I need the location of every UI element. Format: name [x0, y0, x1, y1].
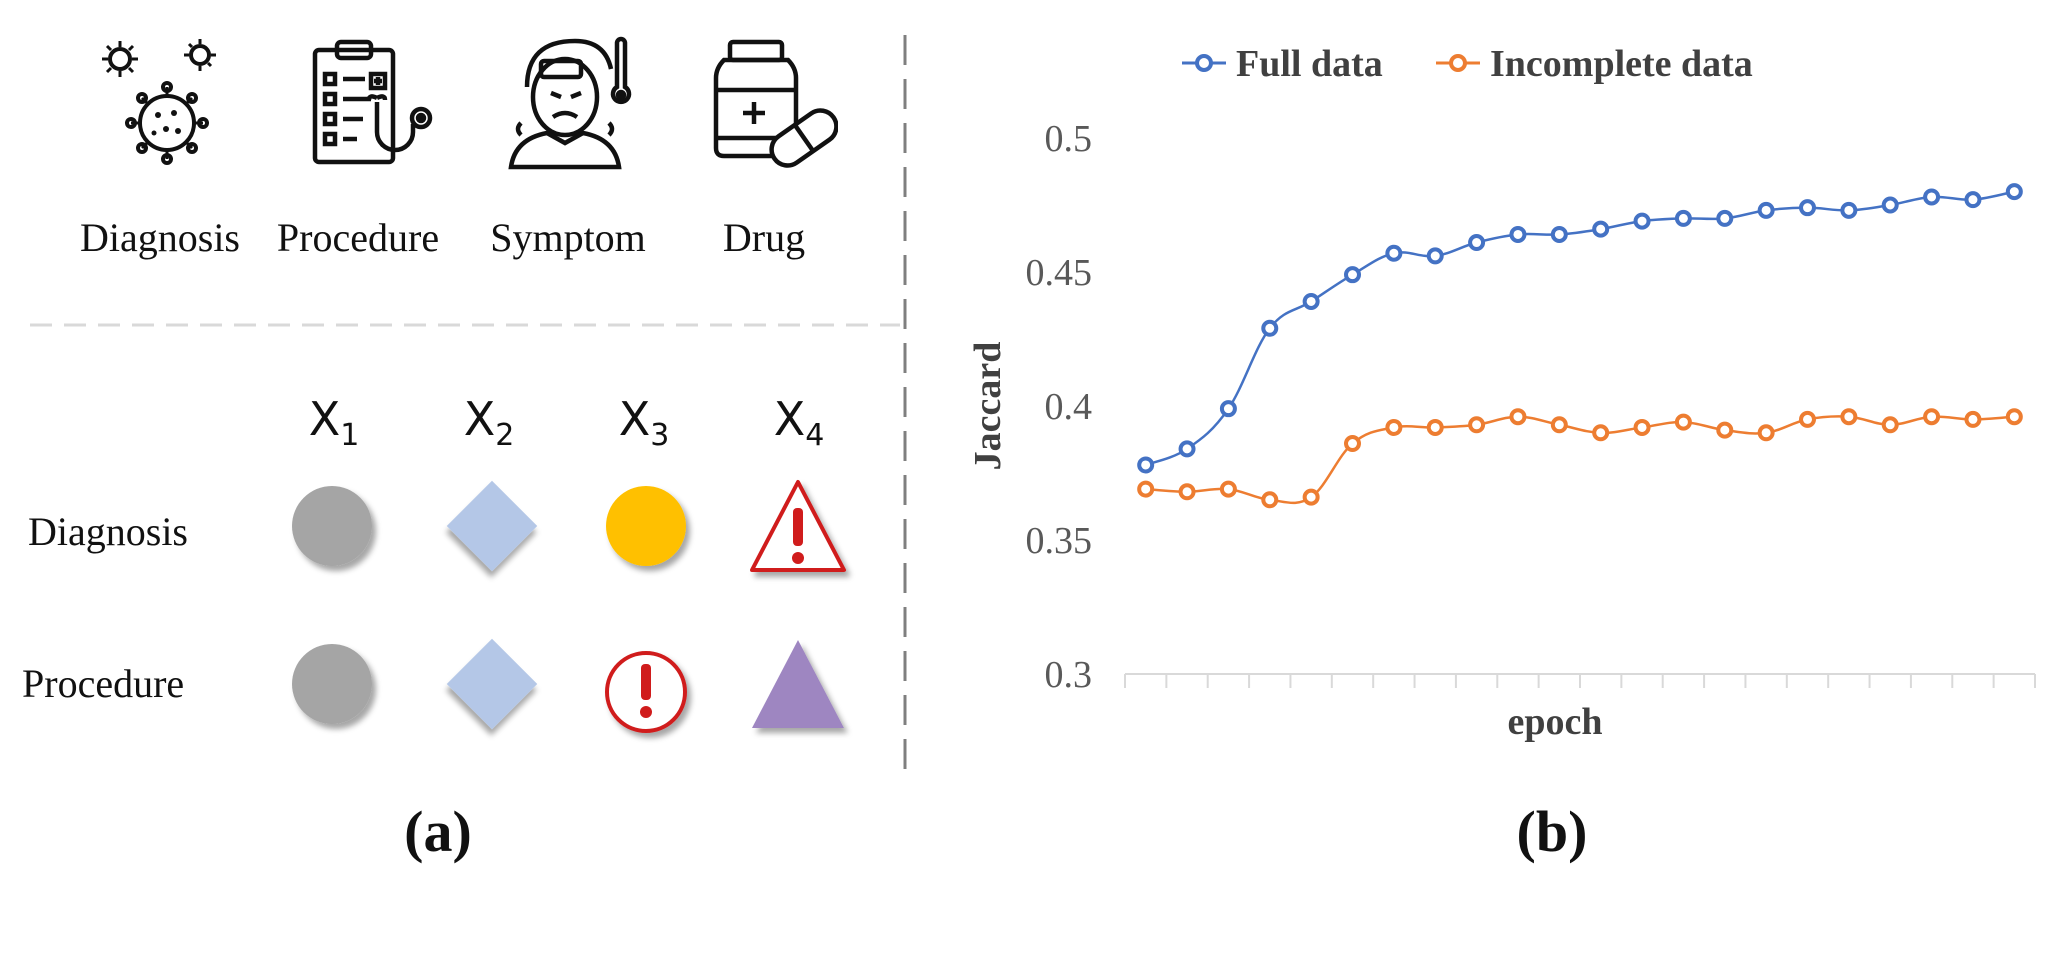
- y-tick-label: 0.5: [1045, 118, 1093, 160]
- clipboard-stethoscope-icon: [312, 39, 433, 165]
- sick-person-thermometer-icon: [508, 36, 632, 170]
- data-point: [1137, 480, 1155, 498]
- data-point: [1468, 416, 1486, 434]
- data-point: [2005, 183, 2023, 201]
- gray-circle: [292, 486, 372, 566]
- series-line: [1145, 190, 2015, 467]
- data-point: [1923, 408, 1941, 426]
- data-point: [1757, 201, 1775, 219]
- series-full-data: [1137, 183, 2023, 474]
- purple-triangle: [752, 640, 844, 728]
- data-point: [1592, 424, 1610, 442]
- y-tick-label: 0.35: [1026, 520, 1093, 562]
- legend-item: Incomplete data: [1436, 43, 1753, 85]
- data-point: [1468, 234, 1486, 252]
- data-point: [1137, 456, 1155, 474]
- data-point: [1178, 440, 1196, 458]
- y-tick-label: 0.4: [1045, 386, 1093, 428]
- chart-legend: Full data Incomplete data: [1182, 43, 1753, 85]
- category-label-symptom: Symptom: [490, 215, 646, 260]
- column-label-x2: X2: [463, 392, 515, 454]
- column-label-x3: X3: [618, 392, 670, 454]
- series-incomplete-data: [1137, 408, 2023, 509]
- data-point: [1261, 319, 1279, 337]
- yellow-circle: [606, 486, 686, 566]
- shape-grid: [292, 480, 846, 733]
- y-tick-label: 0.45: [1026, 252, 1093, 294]
- data-point: [1633, 212, 1651, 230]
- y-axis-title: Jaccard: [967, 342, 1009, 471]
- data-point: [1799, 199, 1816, 217]
- data-point: [1840, 201, 1858, 219]
- y-axis: 0.3 0.35 0.4 0.45 0.5 Jaccard: [967, 118, 1092, 696]
- series-line: [1145, 415, 2015, 505]
- data-point: [1426, 418, 1444, 436]
- data-point: [1881, 196, 1899, 214]
- data-point: [1550, 225, 1568, 243]
- data-point: [1261, 491, 1279, 509]
- warning-triangle-icon: [750, 480, 846, 572]
- data-point: [2005, 408, 2023, 426]
- gray-circle: [292, 644, 372, 724]
- data-point: [1840, 408, 1858, 426]
- legend-item: Full data: [1182, 43, 1383, 85]
- data-point: [1509, 408, 1527, 426]
- category-label-drug: Drug: [722, 215, 806, 260]
- data-point: [1964, 410, 1982, 428]
- legend-label: Incomplete data: [1490, 43, 1753, 85]
- chart-series: [1137, 183, 2023, 509]
- data-point: [1674, 209, 1692, 227]
- data-point: [1964, 191, 1982, 209]
- category-label-diagnosis: Diagnosis: [80, 215, 240, 260]
- data-point: [1385, 244, 1403, 262]
- data-point: [1633, 418, 1651, 436]
- data-point: [1716, 209, 1734, 227]
- legend-label: Full data: [1236, 43, 1383, 85]
- data-point: [1757, 424, 1775, 442]
- data-point: [1426, 247, 1444, 265]
- data-point: [1302, 292, 1320, 310]
- data-point: [1385, 418, 1403, 436]
- x-axis-title: epoch: [1508, 701, 1603, 743]
- exclamation-circle-icon: [605, 651, 687, 733]
- row-label-diagnosis: Diagnosis: [28, 509, 188, 554]
- vertical-divider: [903, 35, 907, 775]
- data-point: [1923, 188, 1941, 206]
- data-point: [1799, 410, 1816, 428]
- data-point: [1344, 266, 1361, 284]
- legend-marker: [1195, 54, 1213, 72]
- data-point: [1219, 480, 1237, 498]
- data-point: [1344, 435, 1361, 453]
- panel-b-caption: (b): [1516, 799, 1588, 864]
- category-label-procedure: Procedure: [276, 215, 440, 260]
- legend-marker: [1449, 54, 1467, 72]
- column-label-x4: X4: [773, 392, 825, 454]
- y-tick-label: 0.3: [1045, 654, 1093, 696]
- horizontal-divider: [30, 323, 900, 327]
- data-point: [1178, 483, 1196, 501]
- data-point: [1674, 413, 1692, 431]
- data-point: [1592, 220, 1610, 238]
- x-axis: epoch: [1124, 673, 2036, 743]
- medicine-bottle-pill-icon: [713, 39, 838, 168]
- virus-icon: [102, 39, 216, 165]
- row-label-procedure: Procedure: [22, 661, 185, 706]
- column-label-x1: X1: [308, 392, 360, 454]
- data-point: [1219, 400, 1237, 418]
- data-point: [1550, 416, 1568, 434]
- data-point: [1881, 416, 1899, 434]
- panel-a-caption: (a): [404, 799, 472, 864]
- data-point: [1509, 225, 1527, 243]
- data-point: [1716, 421, 1734, 439]
- data-point: [1302, 488, 1320, 506]
